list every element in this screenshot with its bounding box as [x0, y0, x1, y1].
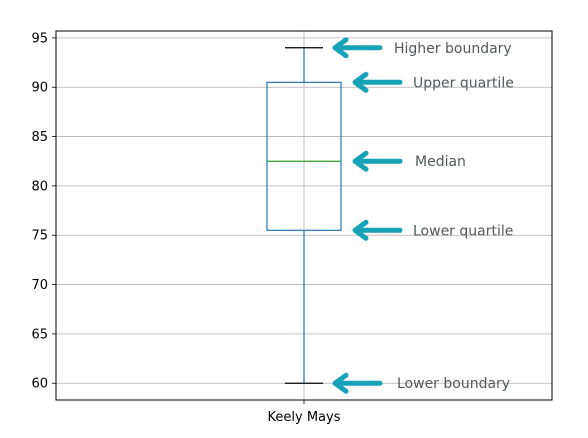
higher-boundary-arrow-head [332, 37, 349, 59]
y-tick-label-85: 85 [31, 130, 48, 145]
interquartile-box [266, 81, 342, 231]
lower-boundary-arrow-head [332, 372, 349, 394]
upper-quartile-arrow-head [352, 71, 369, 93]
annotation-layer: Higher boundary Upper quartile Median Lower… [332, 37, 514, 394]
x-tick-label: Keely Mays [268, 410, 341, 425]
y-tick-label-75: 75 [31, 229, 48, 244]
lower-boundary-label: Lower boundary [397, 376, 510, 392]
axis-layer: 60 65 70 75 80 85 90 95 Keely Mays [31, 30, 553, 425]
y-tick-label-95: 95 [31, 31, 48, 46]
y-tick-label-90: 90 [31, 81, 48, 96]
box-plot-layer [266, 47, 342, 384]
y-tick-label-65: 65 [31, 327, 48, 342]
y-tick-label-60: 60 [31, 377, 48, 392]
higher-boundary-label: Higher boundary [394, 41, 512, 57]
lower-quartile-arrow-head [352, 219, 369, 241]
median-arrow-head [352, 150, 369, 172]
y-tick-label-80: 80 [31, 179, 48, 194]
median-label: Median [415, 154, 466, 170]
upper-quartile-label: Upper quartile [413, 75, 514, 91]
y-tick-label-70: 70 [31, 278, 48, 293]
lower-quartile-label: Lower quartile [413, 223, 513, 239]
grid-layer [56, 31, 552, 400]
